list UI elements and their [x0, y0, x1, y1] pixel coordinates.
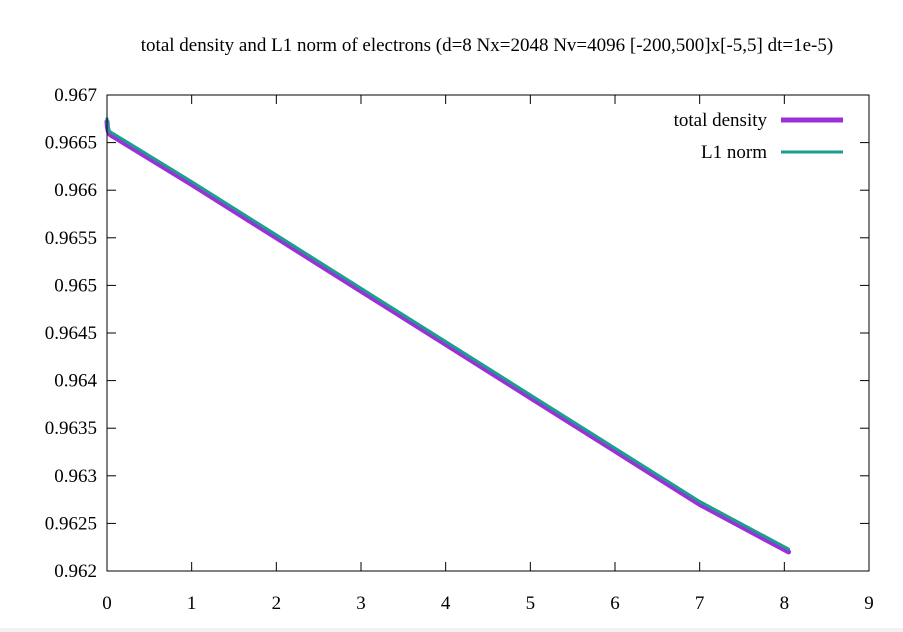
x-tick-label: 1 [187, 593, 197, 614]
legend-label-0: total density [674, 110, 768, 131]
y-tick-label: 0.9625 [45, 513, 97, 534]
x-tick-label: 3 [356, 593, 366, 614]
series-line-1 [105, 117, 791, 551]
y-tick-label: 0.964 [54, 371, 97, 392]
y-tick-label: 0.9665 [45, 133, 97, 154]
legend-label-1: L1 norm [701, 142, 767, 163]
x-tick-label: 0 [102, 593, 112, 614]
legend: total density L1 norm [674, 110, 843, 163]
chart-title: total density and L1 norm of electrons (… [141, 35, 833, 56]
x-tick-label: 9 [864, 593, 874, 614]
x-tick-label: 8 [780, 593, 790, 614]
window-bottom-strip [0, 628, 903, 632]
x-axis: 0 1 2 3 4 5 6 7 8 9 [102, 95, 874, 614]
y-tick-label: 0.962 [54, 561, 97, 582]
y-tick-label: 0.9645 [45, 323, 97, 344]
x-tick-label: 5 [526, 593, 536, 614]
y-tick-label: 0.966 [54, 180, 97, 201]
x-tick-label: 4 [441, 593, 451, 614]
x-tick-label: 7 [695, 593, 705, 614]
x-tick-label: 2 [272, 593, 282, 614]
y-tick-label: 0.9635 [45, 418, 97, 439]
plot-series [104, 117, 792, 555]
y-tick-label: 0.967 [54, 85, 97, 106]
series-line-0 [104, 119, 792, 555]
y-tick-label: 0.963 [54, 466, 97, 487]
y-tick-label: 0.9655 [45, 228, 97, 249]
x-tick-label: 6 [610, 593, 620, 614]
y-tick-label: 0.965 [54, 275, 97, 296]
plot-frame [106, 94, 870, 572]
y-axis: 0.962 0.9625 0.963 0.9635 0.964 0.9645 0.965 0.… [45, 85, 869, 582]
